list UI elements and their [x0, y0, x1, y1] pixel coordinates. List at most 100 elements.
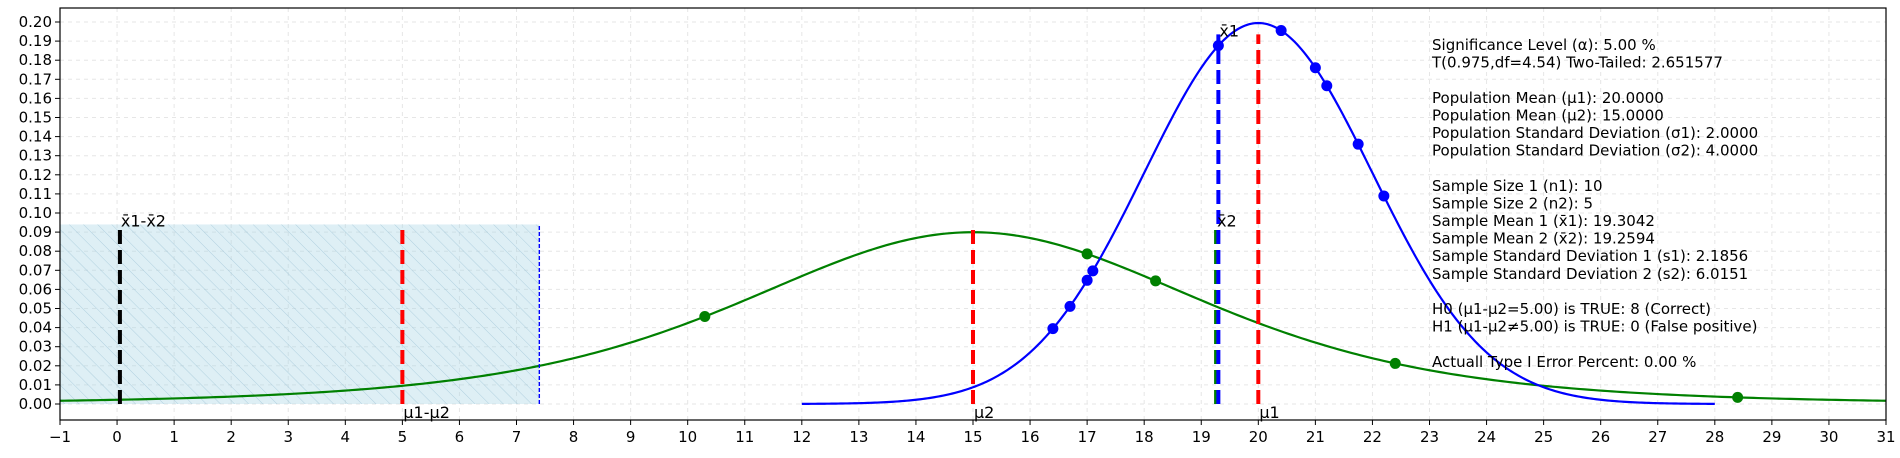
info-line: Sample Standard Deviation 1 (s1): 2.1856: [1432, 247, 1748, 265]
y-tick-label: 0.01: [19, 376, 52, 394]
x-tick-label: 24: [1477, 428, 1496, 446]
x-tick-label: 29: [1762, 428, 1781, 446]
info-line: Sample Size 1 (n1): 10: [1432, 177, 1603, 195]
sample-point: [1732, 391, 1744, 403]
x-tick-label: 28: [1705, 428, 1724, 446]
x-tick-label: 11: [735, 428, 754, 446]
y-tick-label: 0.08: [19, 242, 52, 260]
x-tick-label: 23: [1420, 428, 1439, 446]
sample-points: [699, 25, 1744, 403]
x-tick-label: 25: [1534, 428, 1553, 446]
info-line: Population Mean (μ1): 20.0000: [1432, 89, 1664, 107]
info-line: Sample Size 2 (n2): 5: [1432, 194, 1593, 212]
shaded-region: [60, 224, 540, 404]
x-tick-label: −1: [49, 428, 71, 446]
x-tick-label: 8: [569, 428, 579, 446]
x-tick-label: 6: [455, 428, 465, 446]
y-tick-label: 0.10: [19, 204, 52, 222]
y-tick-label: 0.06: [19, 280, 52, 298]
x-tick-label: 22: [1363, 428, 1382, 446]
x-tick-label: 16: [1021, 428, 1040, 446]
y-tick-label: 0.12: [19, 166, 52, 184]
x-tick-label: 26: [1591, 428, 1610, 446]
x-tick-label: 21: [1306, 428, 1325, 446]
y-tick-label: 0.13: [19, 147, 52, 165]
info-panel: Significance Level (α): 5.00 %T(0.975,df…: [1431, 36, 1758, 371]
shaded-hatch: [60, 224, 540, 404]
y-tick-label: 0.09: [19, 223, 52, 241]
sample-point: [1047, 323, 1059, 335]
x-tick-label: 10: [678, 428, 697, 446]
x-tick-label: 14: [906, 428, 925, 446]
y-tick-label: 0.04: [19, 319, 52, 337]
x-axis: −1 0 1 2 3 4 5 6 7 8 9 10 11 12 13 14 15 16 17 18 19 20 21 22 23…: [49, 420, 1896, 446]
x-tick-label: 2: [226, 428, 236, 446]
sample-point: [1212, 40, 1224, 52]
line-labels: x̄1-x̄2 μ1-μ2 μ2 x̄2 x̄1 μ1: [121, 21, 1280, 422]
info-line: Sample Mean 1 (x̄1): 19.3042: [1432, 212, 1655, 230]
y-tick-label: 0.18: [19, 51, 52, 69]
x-tick-label: 13: [849, 428, 868, 446]
info-line: H1 (μ1-μ2≠5.00) is TRUE: 0 (False positi…: [1432, 318, 1758, 336]
vline-label: μ2: [974, 403, 994, 422]
y-tick-label: 0.16: [19, 89, 52, 107]
x-tick-label: 4: [341, 428, 351, 446]
y-tick-label: 0.03: [19, 338, 52, 356]
x-tick-label: 18: [1135, 428, 1154, 446]
y-tick-label: 0.02: [19, 357, 52, 375]
y-tick-label: 0.15: [19, 109, 52, 127]
info-line: Significance Level (α): 5.00 %: [1432, 36, 1656, 54]
y-tick-label: 0.07: [19, 261, 52, 279]
x-tick-label: 15: [963, 428, 982, 446]
x-tick-label: 19: [1192, 428, 1211, 446]
y-tick-label: 0.05: [19, 300, 52, 318]
x-tick-label: 27: [1648, 428, 1667, 446]
sample-point: [1081, 274, 1093, 286]
x-tick-label: 17: [1078, 428, 1097, 446]
x-tick-label: 0: [112, 428, 122, 446]
info-line: Population Standard Deviation (σ2): 4.00…: [1432, 142, 1758, 160]
x-tick-label: 5: [398, 428, 408, 446]
info-line: Population Standard Deviation (σ1): 2.00…: [1432, 124, 1758, 142]
sample-point: [1321, 80, 1333, 92]
sample-point: [699, 311, 711, 323]
y-tick-label: 0.17: [19, 70, 52, 88]
vline-label: x̄1: [1219, 21, 1239, 40]
x-tick-label: 30: [1819, 428, 1838, 446]
sample-point: [1389, 357, 1401, 369]
vline-label: x̄1-x̄2: [121, 211, 166, 230]
y-axis: 0.000.010.020.030.040.05 0.060.070.080.09…: [19, 13, 60, 413]
y-tick-label: 0.00: [19, 395, 52, 413]
y-tick-label: 0.19: [19, 32, 52, 50]
sample-point: [1275, 25, 1287, 37]
sample-point: [1309, 62, 1321, 74]
sample-point: [1081, 248, 1093, 260]
vline-label: μ1-μ2: [403, 403, 450, 422]
x-tick-label: 7: [512, 428, 522, 446]
x-tick-label: 9: [626, 428, 636, 446]
x-tick-label: 3: [283, 428, 293, 446]
density-curve-2: [801, 21, 1715, 405]
info-line: Actuall Type I Error Percent: 0.00 %: [1432, 353, 1696, 371]
sample-point: [1378, 190, 1390, 202]
sample-point: [1150, 275, 1162, 287]
sample-point: [1352, 138, 1364, 150]
x-tick-label: 1: [169, 428, 179, 446]
info-line: H0 (μ1-μ2=5.00) is TRUE: 8 (Correct): [1432, 300, 1711, 318]
vline-label: μ1: [1259, 403, 1279, 422]
y-tick-label: 0.20: [19, 13, 52, 31]
x-tick-label: 31: [1876, 428, 1895, 446]
info-line: T(0.975,df=4.54) Two-Tailed: 2.651577: [1431, 54, 1723, 72]
x-tick-label: 20: [1249, 428, 1268, 446]
info-line: Population Mean (μ2): 15.0000: [1432, 106, 1664, 124]
info-line: Sample Mean 2 (x̄2): 19.2594: [1432, 230, 1655, 248]
vline-label: x̄2: [1217, 211, 1237, 230]
y-tick-label: 0.14: [19, 128, 52, 146]
reference-lines: [117, 34, 1261, 404]
x-tick-label: 12: [792, 428, 811, 446]
sample-point: [1064, 300, 1076, 312]
info-line: Sample Standard Deviation 2 (s2): 6.0151: [1432, 265, 1748, 283]
y-tick-label: 0.11: [19, 185, 52, 203]
sample-point: [1087, 265, 1099, 277]
